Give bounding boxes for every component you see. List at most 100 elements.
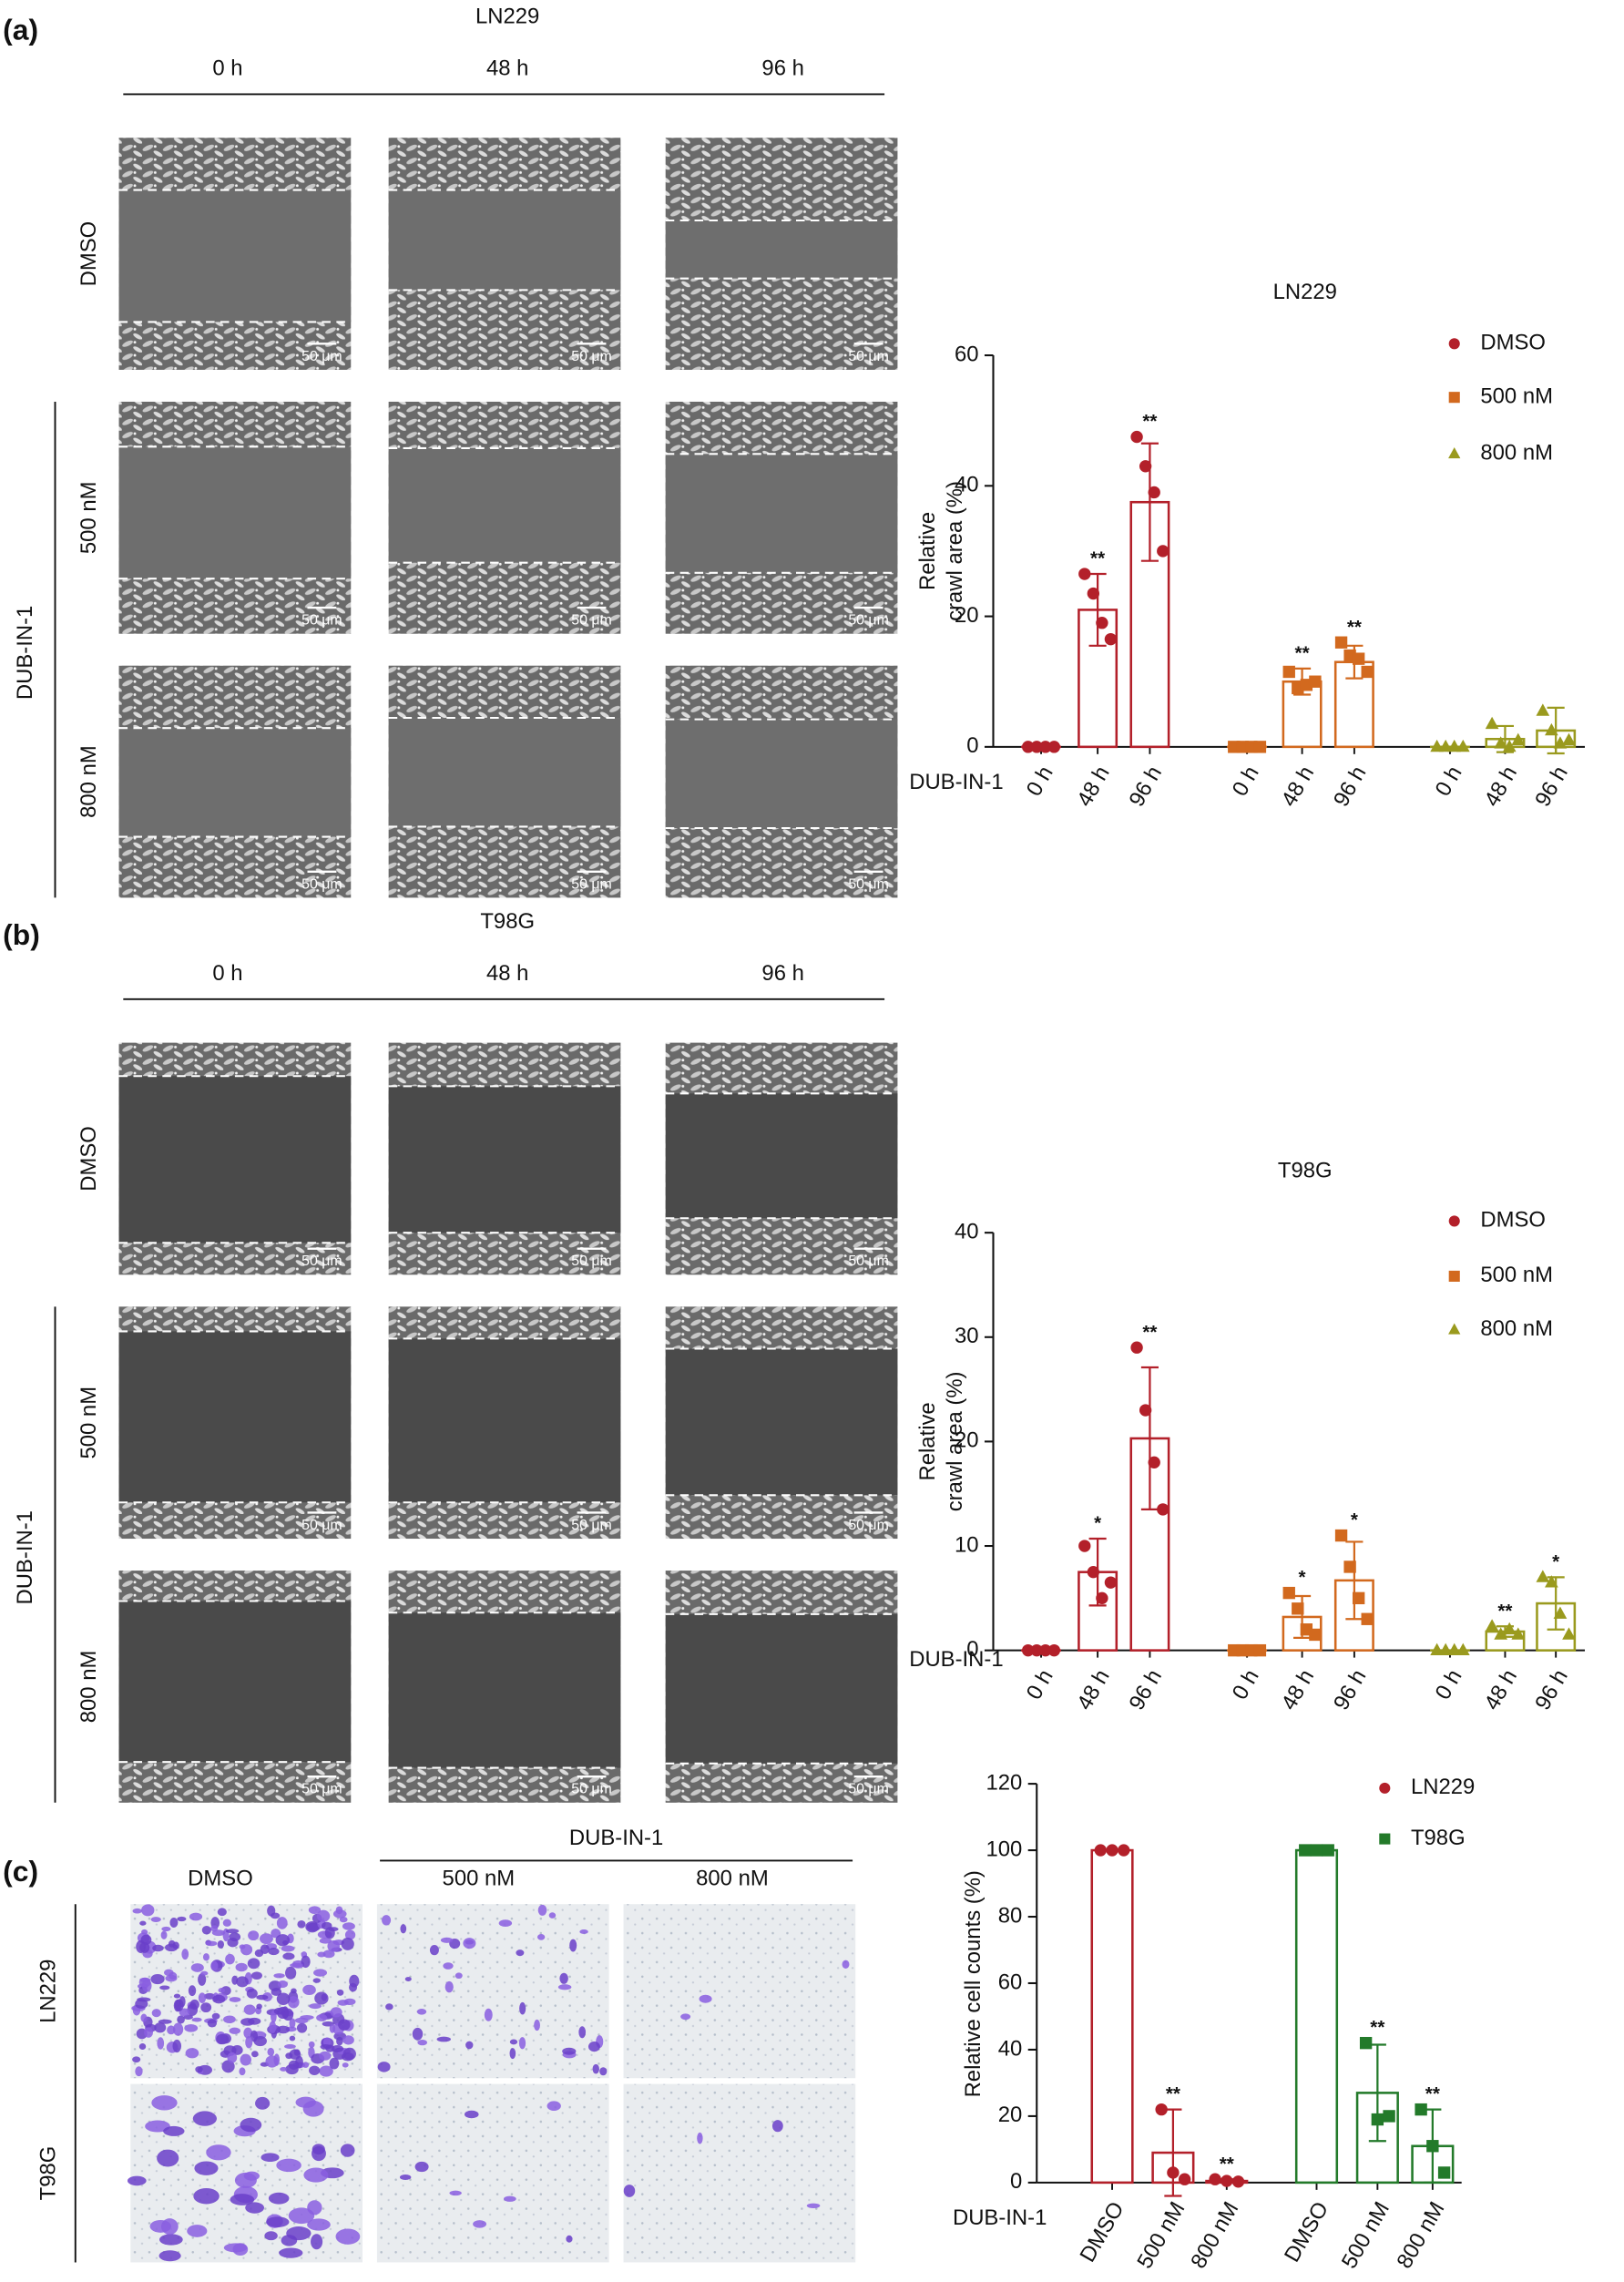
x-tick-label: 800 nM	[1186, 2197, 1243, 2272]
stained-cell	[297, 2023, 307, 2033]
significance: *	[1299, 1567, 1307, 1588]
wound-gap	[119, 1601, 352, 1763]
stained-cell	[202, 1926, 211, 1935]
data-point	[1415, 2103, 1426, 2115]
stained-cell	[473, 2220, 486, 2228]
data-point	[1209, 2174, 1221, 2185]
stained-cell	[248, 2018, 260, 2025]
cell-line: LN229	[475, 4, 539, 28]
column-label: 800 nM	[696, 1866, 769, 1890]
treatment-label: DUB-IN-1	[569, 1826, 663, 1850]
stained-cell	[400, 2175, 411, 2180]
stained-cell	[255, 2097, 270, 2110]
scale-bar-label: 50 μm	[571, 613, 612, 629]
y-tick-label: 60	[955, 342, 979, 366]
wound-gap	[119, 1076, 352, 1243]
data-point	[1362, 1613, 1374, 1625]
row-label: DMSO	[77, 221, 101, 287]
wound-gap	[666, 454, 898, 573]
stained-cell	[325, 1927, 335, 1939]
stained-cell	[282, 1940, 288, 1945]
stained-cell	[316, 2014, 327, 2021]
stained-cell	[280, 2067, 287, 2072]
stained-cell	[240, 1944, 252, 1955]
y-axis-label: Relative	[915, 1402, 940, 1480]
stained-cell	[154, 2022, 166, 2032]
stained-cell	[240, 2118, 261, 2132]
stained-cell	[248, 1930, 259, 1940]
stained-cell	[239, 2067, 245, 2075]
stained-cell	[152, 2009, 161, 2017]
data-point	[1096, 1592, 1108, 1604]
stained-cell	[579, 1929, 587, 1934]
x-tick-label: 0 h	[1228, 1665, 1264, 1704]
stained-cell	[268, 1948, 279, 1955]
data-point	[1456, 1643, 1470, 1655]
data-point	[1048, 741, 1060, 752]
stained-cell	[255, 1949, 263, 1957]
stained-cell	[341, 2144, 355, 2156]
wound-gap	[666, 220, 898, 279]
stained-cell	[578, 2026, 586, 2038]
stained-cell	[223, 2015, 236, 2023]
wound-gap	[666, 1349, 898, 1496]
y-tick-label: 100	[986, 1837, 1023, 1861]
treatment-label: DUB-IN-1	[13, 606, 37, 700]
stained-cell	[189, 1913, 202, 1921]
y-tick-label: 120	[986, 1770, 1023, 1795]
stained-cell	[537, 1934, 545, 1940]
data-point	[1438, 2166, 1450, 2178]
stained-cell	[161, 1931, 168, 1939]
data-point	[1353, 1592, 1364, 1604]
data-point	[1254, 741, 1266, 752]
legend-label: 500 nM	[1480, 1263, 1553, 1287]
legend-label: 500 nM	[1480, 384, 1553, 409]
stained-cell	[218, 1908, 227, 1916]
x-tick-label: 500 nM	[1337, 2197, 1394, 2272]
stained-cell	[510, 2040, 517, 2045]
legend-label: 800 nM	[1480, 1316, 1553, 1341]
stained-cell	[382, 1915, 391, 1925]
stained-cell	[309, 2042, 315, 2048]
stained-cell	[267, 2048, 274, 2056]
stained-cell	[342, 1922, 355, 1929]
scale-bar-label: 50 μm	[848, 1518, 889, 1533]
bar	[1296, 1850, 1337, 2183]
stained-cell	[264, 2231, 277, 2240]
stained-cell	[277, 1993, 291, 2006]
x-tick-label: 96 h	[1530, 762, 1573, 811]
scale-bar-label: 50 μm	[571, 1782, 612, 1797]
stained-cell	[558, 1984, 572, 1990]
legend-label: DMSO	[1480, 1208, 1546, 1233]
stained-cell	[190, 2000, 199, 2010]
stained-cell	[519, 2037, 526, 2049]
stained-cell	[417, 2040, 427, 2045]
stained-cell	[245, 2202, 264, 2213]
stained-cell	[300, 2015, 313, 2020]
stained-cell	[385, 2003, 393, 2010]
data-point	[1105, 633, 1117, 645]
wound-gap	[389, 1086, 621, 1233]
stained-cell	[219, 1988, 226, 1992]
stained-cell	[430, 1945, 439, 1955]
panel-label: (a)	[3, 13, 38, 46]
data-point	[1486, 717, 1499, 729]
data-point	[1311, 1844, 1323, 1856]
row-label: T98G	[36, 2146, 60, 2201]
stained-cell	[437, 2037, 451, 2042]
panel-label: (b)	[3, 918, 40, 951]
stained-cell	[562, 2048, 576, 2055]
stained-cell	[289, 2207, 314, 2224]
stained-cell	[463, 1938, 475, 1949]
legend-marker	[1449, 1215, 1460, 1226]
stained-cell	[256, 2004, 261, 2010]
scale-bar-label: 50 μm	[301, 349, 342, 364]
stained-cell	[566, 2236, 572, 2243]
data-point	[1254, 1644, 1266, 1656]
chart-title: T98G	[1278, 1159, 1333, 1183]
stained-cell	[302, 2062, 309, 2068]
stained-cell	[193, 2111, 217, 2125]
column-label: 500 nM	[443, 1866, 516, 1890]
y-axis-label: Relative	[915, 512, 940, 590]
